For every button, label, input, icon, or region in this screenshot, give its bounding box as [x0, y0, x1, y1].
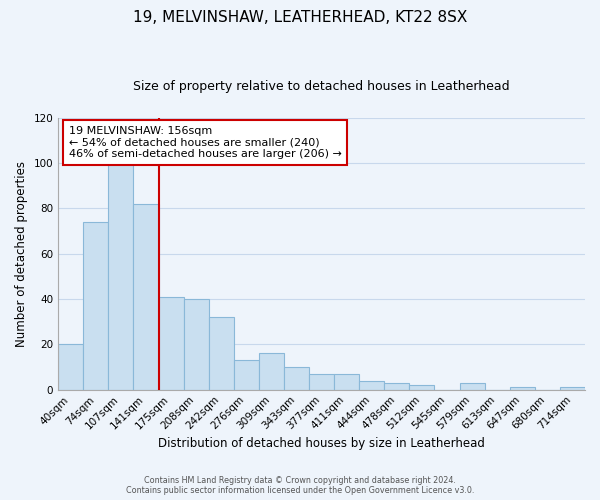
Bar — [83, 222, 109, 390]
Bar — [385, 383, 409, 390]
Bar — [109, 163, 133, 390]
Bar — [359, 380, 385, 390]
Bar — [460, 383, 485, 390]
Bar — [560, 388, 585, 390]
X-axis label: Distribution of detached houses by size in Leatherhead: Distribution of detached houses by size … — [158, 437, 485, 450]
Bar — [309, 374, 334, 390]
Bar — [184, 299, 209, 390]
Y-axis label: Number of detached properties: Number of detached properties — [15, 161, 28, 347]
Bar — [133, 204, 158, 390]
Bar — [209, 317, 234, 390]
Bar — [510, 388, 535, 390]
Title: Size of property relative to detached houses in Leatherhead: Size of property relative to detached ho… — [133, 80, 510, 93]
Bar — [234, 360, 259, 390]
Bar — [284, 367, 309, 390]
Text: 19, MELVINSHAW, LEATHERHEAD, KT22 8SX: 19, MELVINSHAW, LEATHERHEAD, KT22 8SX — [133, 10, 467, 25]
Text: 19 MELVINSHAW: 156sqm
← 54% of detached houses are smaller (240)
46% of semi-det: 19 MELVINSHAW: 156sqm ← 54% of detached … — [69, 126, 341, 159]
Bar — [334, 374, 359, 390]
Text: Contains HM Land Registry data © Crown copyright and database right 2024.
Contai: Contains HM Land Registry data © Crown c… — [126, 476, 474, 495]
Bar — [259, 354, 284, 390]
Bar — [409, 385, 434, 390]
Bar — [158, 297, 184, 390]
Bar — [58, 344, 83, 390]
